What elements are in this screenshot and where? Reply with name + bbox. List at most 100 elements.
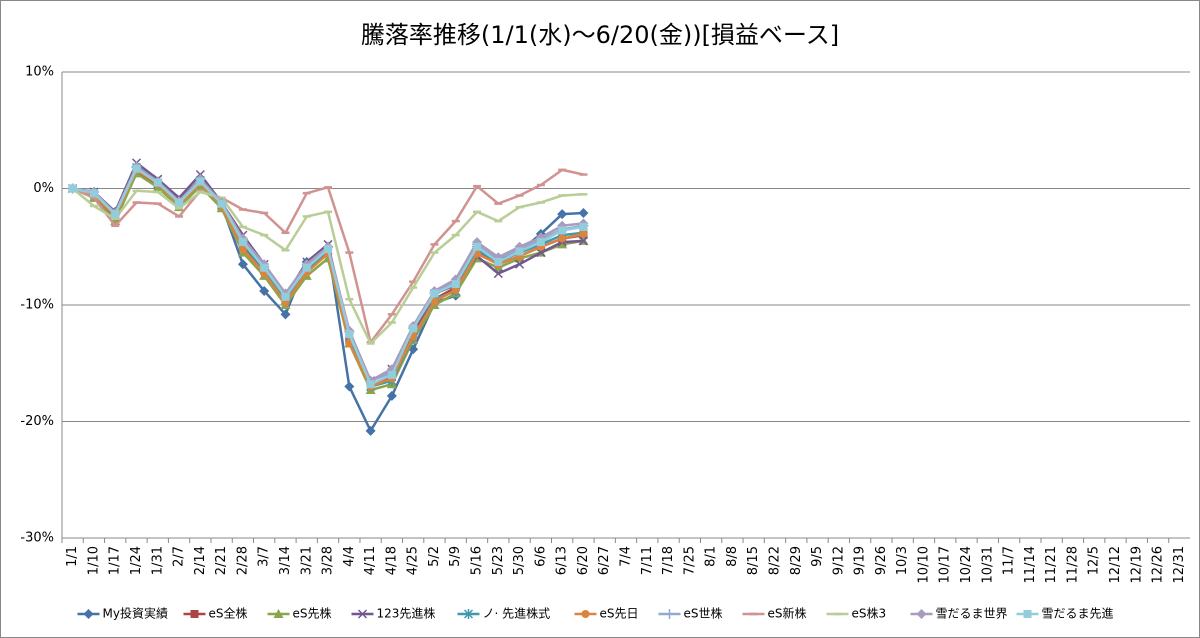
x-tick-label: 1/24 — [129, 546, 144, 575]
data-point — [557, 209, 568, 220]
data-point — [579, 229, 588, 238]
data-point — [387, 370, 396, 379]
data-point — [578, 236, 588, 246]
chart-title: 騰落率推移(1/1(水)～6/20(金))[損益ベース] — [361, 21, 839, 49]
y-tick-label: 0% — [33, 181, 54, 196]
data-point — [409, 324, 418, 333]
data-point — [536, 248, 546, 258]
data-point — [473, 242, 482, 251]
x-tick-label: 5/16 — [470, 546, 485, 575]
data-point — [430, 297, 439, 306]
x-tick-label: 8/29 — [789, 546, 804, 575]
y-tick-label: -20% — [20, 414, 54, 429]
x-tick-label: 12/5 — [1087, 546, 1102, 575]
x-tick-label: 2/14 — [193, 546, 208, 575]
x-tick-label: 6/27 — [597, 546, 612, 575]
legend-marker — [83, 609, 94, 619]
data-point — [494, 257, 503, 266]
data-point — [557, 239, 568, 249]
x-tick-label: 12/19 — [1129, 546, 1144, 583]
x-tick-label: 11/7 — [1002, 546, 1017, 575]
data-point — [259, 286, 270, 297]
x-tick-label: 7/4 — [619, 546, 634, 567]
legend-marker — [273, 609, 284, 618]
legend-label: eS株3 — [852, 606, 887, 621]
legend-label: ノ· 先進株式 — [483, 606, 551, 621]
x-tick-label: 12/31 — [1172, 546, 1187, 583]
data-point — [324, 245, 333, 254]
x-tick-label: 3/28 — [321, 546, 336, 575]
legend-marker — [463, 609, 474, 619]
x-tick-label: 11/28 — [1065, 546, 1080, 583]
x-tick-label: 5/9 — [448, 546, 463, 567]
x-tick-label: 12/12 — [1108, 546, 1123, 583]
x-tick-label: 8/1 — [704, 546, 719, 567]
data-point — [536, 238, 545, 247]
y-tick-label: -30% — [20, 531, 54, 546]
x-tick-label: 3/21 — [299, 546, 314, 575]
x-tick-label: 4/25 — [406, 546, 421, 575]
x-tick-label: 6/6 — [533, 546, 548, 567]
x-tick-label: 8/22 — [767, 546, 782, 575]
x-tick-label: 7/25 — [682, 546, 697, 575]
data-point — [515, 247, 524, 256]
x-tick-label: 6/20 — [576, 546, 591, 575]
legend-label: 雪だるま世界 — [936, 607, 1008, 621]
data-point — [217, 199, 226, 208]
legend-label: eS先日 — [600, 607, 639, 621]
x-tick-label: 7/11 — [640, 546, 655, 575]
x-tick-label: 10/3 — [895, 546, 910, 575]
x-tick-label: 9/5 — [810, 546, 825, 567]
x-tick-label: 10/17 — [938, 546, 953, 583]
legend-label: eS新株 — [768, 606, 807, 621]
x-tick-label: 4/4 — [342, 546, 357, 567]
x-tick-label: 10/24 — [959, 546, 974, 583]
legend-marker — [357, 609, 368, 619]
data-point — [345, 330, 354, 339]
x-tick-label: 11/14 — [1023, 546, 1038, 583]
legend-label: eS世株 — [684, 606, 723, 621]
x-tick-label: 2/28 — [235, 546, 250, 575]
x-tick-label: 3/14 — [278, 546, 293, 575]
data-point — [451, 280, 460, 289]
data-point — [237, 259, 248, 270]
legend-marker — [664, 609, 675, 619]
x-tick-label: 3/7 — [257, 546, 272, 567]
x-tick-label: 9/19 — [853, 546, 868, 575]
data-point — [558, 234, 567, 243]
data-point — [386, 390, 397, 401]
data-point — [111, 210, 120, 219]
data-point — [365, 425, 376, 436]
x-tick-label: 10/31 — [980, 546, 995, 583]
legend-label: eS先株 — [293, 606, 332, 621]
legend-marker — [581, 610, 590, 618]
x-tick-label: 9/12 — [831, 546, 846, 575]
data-point — [493, 269, 503, 279]
x-tick-label: 1/1 — [65, 546, 80, 567]
x-tick-label: 2/21 — [214, 546, 229, 575]
x-tick-label: 9/26 — [874, 546, 889, 575]
x-tick-label: 6/13 — [555, 546, 570, 575]
x-tick-label: 2/7 — [172, 546, 187, 567]
data-point — [302, 263, 311, 272]
data-point — [68, 184, 77, 193]
x-tick-label: 5/2 — [427, 546, 442, 567]
legend-marker — [190, 610, 199, 618]
legend-marker — [1023, 610, 1032, 618]
data-point — [558, 226, 567, 235]
y-tick-label: -10% — [20, 298, 54, 313]
x-tick-label: 5/30 — [512, 546, 527, 575]
x-tick-label: 1/31 — [150, 546, 165, 575]
data-point — [515, 259, 525, 269]
x-tick-label: 11/21 — [1044, 546, 1059, 583]
x-tick-label: 1/10 — [86, 546, 101, 575]
x-tick-label: 10/10 — [916, 546, 931, 583]
legend-label: 雪だるま先進 — [1042, 607, 1114, 621]
legend-marker — [916, 609, 927, 619]
x-tick-label: 7/18 — [661, 546, 676, 575]
data-point — [196, 177, 205, 186]
data-point — [578, 207, 589, 218]
